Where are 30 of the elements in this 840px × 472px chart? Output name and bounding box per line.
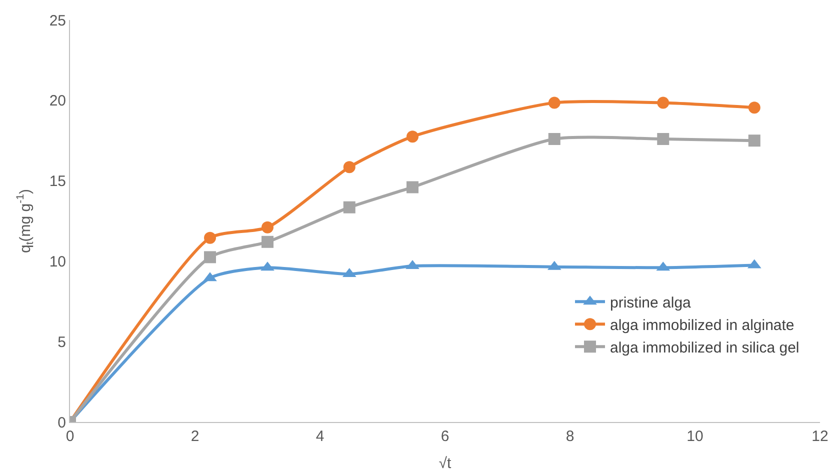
legend-label: alga immobilized in silica gel: [610, 339, 800, 356]
x-tick-label: 12: [812, 428, 828, 445]
x-tick-label: 2: [190, 428, 200, 445]
point: [406, 130, 418, 143]
y-tick-label: 20: [49, 92, 66, 110]
legend-label: alga immobilized in alginate: [610, 316, 794, 334]
x-axis-title: √t: [438, 455, 452, 472]
legend-label: pristine alga: [610, 294, 692, 312]
point: [343, 161, 356, 174]
y-tick-label: 0: [58, 414, 66, 432]
point: [343, 201, 356, 214]
y-tick-label: 10: [49, 253, 66, 270]
x-tick-label: 10: [686, 428, 704, 445]
point: [548, 132, 560, 145]
x-tick-label: 4: [316, 428, 324, 445]
point: [262, 221, 274, 234]
y-tick-label: 25: [49, 12, 66, 30]
point: [748, 134, 760, 147]
point: [548, 96, 560, 109]
x-tick-label: 8: [566, 428, 574, 445]
point: [204, 232, 216, 244]
point: [748, 102, 760, 114]
point: [204, 251, 216, 264]
y-tick-label: 5: [58, 334, 66, 351]
point: [657, 132, 670, 145]
y-tick-label: 15: [49, 173, 66, 190]
point: [262, 236, 274, 248]
point: [657, 96, 670, 109]
x-tick-label: 6: [440, 428, 450, 445]
point: [406, 181, 418, 194]
